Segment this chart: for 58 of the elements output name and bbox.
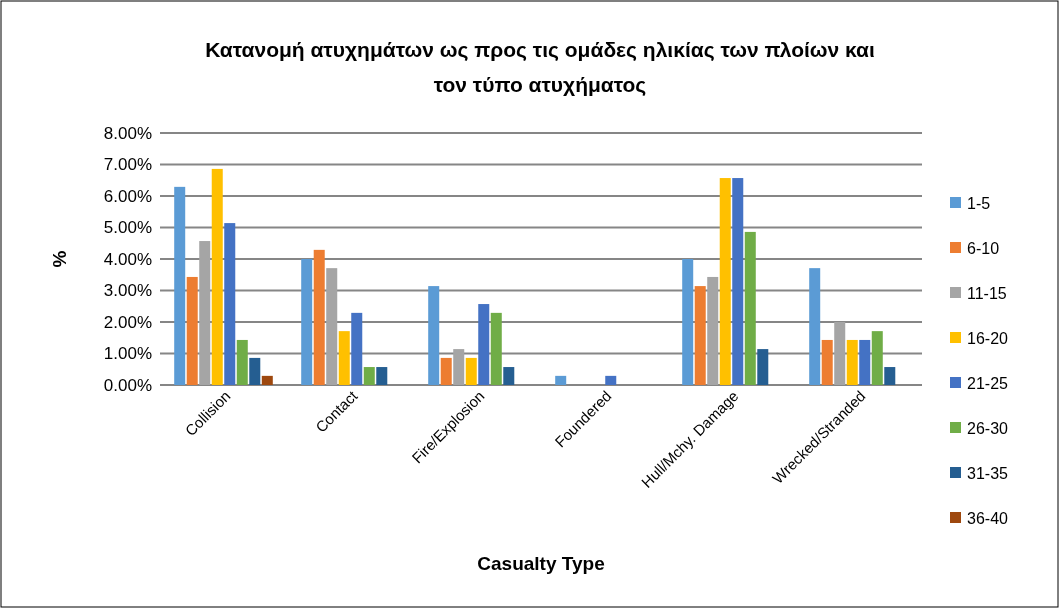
bar [809, 268, 821, 385]
bar [224, 223, 236, 385]
bar [682, 259, 694, 385]
y-axis-title: % [49, 250, 70, 268]
legend-label: 16-20 [967, 329, 1009, 347]
y-tick-label: 7.00% [103, 155, 152, 175]
bar [884, 367, 896, 385]
y-tick-label: 6.00% [103, 186, 152, 206]
bar [261, 375, 273, 385]
bar [199, 241, 211, 385]
bar [313, 249, 325, 385]
legend-label: 31-35 [967, 464, 1009, 482]
y-tick-label: 8.00% [103, 123, 152, 143]
bar [363, 367, 375, 385]
y-tick-label: 2.00% [103, 312, 152, 332]
legend-label: 1-5 [967, 194, 991, 212]
bar [376, 367, 388, 385]
bar [186, 276, 198, 385]
bar [326, 268, 338, 385]
bar [236, 339, 248, 385]
bar [428, 286, 440, 385]
y-tick-label: 4.00% [103, 249, 152, 269]
bar [555, 375, 567, 385]
y-tick-label: 0.00% [103, 375, 152, 395]
bar [744, 231, 756, 385]
bar [732, 178, 744, 385]
bar [490, 312, 502, 385]
bar [478, 304, 490, 385]
bar [338, 331, 350, 385]
bar [859, 339, 871, 385]
bar [719, 178, 731, 385]
bar [707, 276, 719, 385]
bar [871, 331, 883, 385]
bar [846, 339, 858, 385]
bar [301, 259, 313, 385]
legend-label: 11-15 [967, 284, 1007, 302]
bar [605, 375, 617, 385]
bar [834, 322, 846, 385]
bar [174, 186, 186, 385]
bar [821, 339, 833, 385]
y-tick-label: 1.00% [103, 344, 152, 364]
legend-label: 26-30 [967, 419, 1009, 437]
legend-label: 6-10 [967, 239, 1000, 257]
bar [694, 286, 706, 385]
bar [351, 312, 363, 385]
bar [465, 357, 477, 385]
bar [211, 168, 223, 385]
y-tick-label: 3.00% [103, 281, 152, 301]
x-axis-title: Casualty Type [477, 553, 605, 574]
y-tick-label: 5.00% [103, 218, 152, 238]
bar [503, 367, 515, 385]
bar [757, 349, 769, 385]
bar [440, 357, 452, 385]
chart-title: Κατανομή ατυχημάτων ως προς τις ομάδες ηλικίας των πλοίων και τον τύπο ατυχήματος [205, 38, 875, 97]
legend-label: 21-25 [967, 374, 1009, 392]
bar [453, 349, 465, 385]
bar [249, 357, 261, 385]
legend-label: 36-40 [967, 509, 1009, 527]
